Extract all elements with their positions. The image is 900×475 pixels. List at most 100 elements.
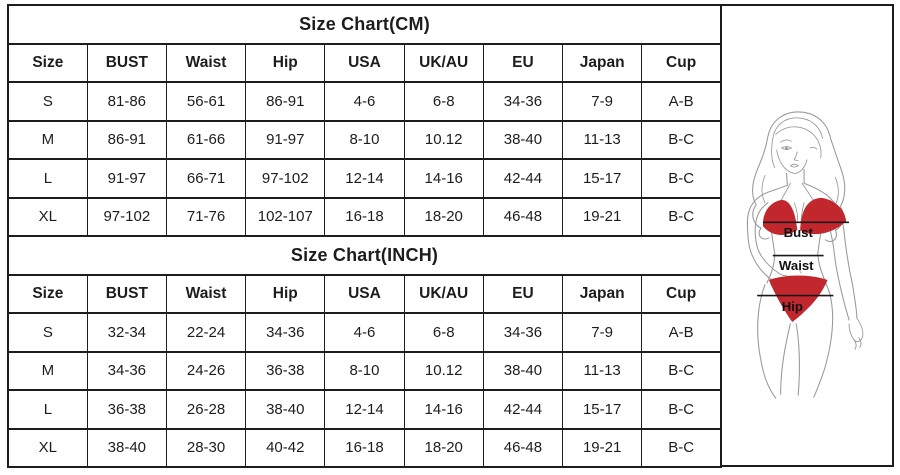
waist-measure: Waist [772, 254, 824, 273]
measurement-cell: 38-40 [482, 350, 564, 391]
measurement-cell: 40-42 [245, 427, 326, 468]
measurement-cell: 97-102 [86, 196, 167, 237]
measurement-cell: 38-40 [245, 389, 326, 430]
measurement-cell: 38-40 [86, 427, 167, 468]
measurement-cell: 42-44 [482, 389, 564, 430]
measurement-cell: 8-10 [324, 119, 405, 160]
column-header: Hip [245, 273, 326, 314]
measurement-cell: 11-13 [562, 350, 643, 391]
table-header-row: Size BUST Waist Hip USA UK/AU EU Japan Cup [7, 42, 722, 83]
size-row: L 91-97 66-71 97-102 12-14 14-16 42-44 15-17 B-C [7, 158, 722, 199]
waist-label: Waist [779, 258, 814, 273]
measurement-cell: 86-91 [245, 81, 326, 122]
measurement-cell: 14-16 [403, 158, 484, 199]
column-header: Hip [245, 42, 326, 83]
table-header-row: Size BUST Waist Hip USA UK/AU EU Japan Cup [7, 273, 722, 314]
measurement-cell: 7-9 [562, 81, 643, 122]
size-label-cell: L [7, 389, 88, 430]
measurement-cell: 19-21 [562, 427, 643, 468]
measurement-cell: 36-38 [245, 350, 326, 391]
measurement-cell: 8-10 [324, 350, 405, 391]
measurement-cell: 22-24 [165, 312, 247, 353]
column-header: Japan [562, 273, 643, 314]
column-header: Cup [641, 273, 722, 314]
measurement-cell: 10.12 [403, 119, 484, 160]
column-header: Waist [165, 273, 247, 314]
measurement-cell: 38-40 [482, 119, 564, 160]
column-header: EU [482, 273, 564, 314]
measurement-cell: B-C [641, 389, 722, 430]
measurement-cell: 86-91 [86, 119, 167, 160]
measurement-cell: 15-17 [562, 389, 643, 430]
size-label-cell: XL [7, 427, 88, 468]
size-tables: Size Chart(CM) Size BUST Waist Hip USA UK/AU EU… [7, 4, 722, 468]
measurement-cell: 71-76 [165, 196, 247, 237]
bust-measure: Bust [763, 221, 850, 240]
woman-measurement-illustration: Bust Waist Hip [746, 111, 864, 399]
measurement-cell: 46-48 [482, 196, 564, 237]
bikini-top [762, 197, 847, 235]
size-table-section: Size Chart(CM) Size BUST Waist Hip USA UK/AU EU… [7, 4, 722, 237]
size-label-cell: S [7, 81, 88, 122]
hair-sketch [752, 111, 846, 243]
measurement-cell: 15-17 [562, 158, 643, 199]
measurement-cell: 34-36 [482, 81, 564, 122]
column-header: UK/AU [403, 42, 484, 83]
column-header: Cup [641, 42, 722, 83]
measurement-cell: 6-8 [403, 81, 484, 122]
size-label-cell: XL [7, 196, 88, 237]
measurement-cell: 11-13 [562, 119, 643, 160]
size-row: L 36-38 26-28 38-40 12-14 14-16 42-44 15-17 B-C [7, 389, 722, 430]
measurement-cell: B-C [641, 427, 722, 468]
measurement-cell: B-C [641, 196, 722, 237]
measurement-cell: 14-16 [403, 389, 484, 430]
column-header: USA [324, 42, 405, 83]
measurement-cell: 12-14 [324, 158, 405, 199]
measurement-cell: 81-86 [86, 81, 167, 122]
measurement-cell: 28-30 [165, 427, 247, 468]
size-label-cell: S [7, 312, 88, 353]
measurement-cell: B-C [641, 119, 722, 160]
size-label-cell: L [7, 158, 88, 199]
measurement-cell: 32-34 [86, 312, 167, 353]
measurement-cell: 4-6 [324, 81, 405, 122]
bust-label: Bust [784, 225, 814, 240]
size-table-section: Size Chart(INCH) Size BUST Waist Hip USA UK/AU… [7, 235, 722, 468]
measurement-cell: A-B [641, 312, 722, 353]
measurement-cell: 4-6 [324, 312, 405, 353]
column-header: Japan [562, 42, 643, 83]
size-label-cell: M [7, 119, 88, 160]
measurement-cell: 34-36 [86, 350, 167, 391]
measurement-cell: 18-20 [403, 427, 484, 468]
measurement-cell: 6-8 [403, 312, 484, 353]
measurement-cell: 66-71 [165, 158, 247, 199]
column-header: UK/AU [403, 273, 484, 314]
column-header: BUST [86, 273, 167, 314]
column-header: Waist [165, 42, 247, 83]
measurement-cell: 18-20 [403, 196, 484, 237]
measurement-cell: 10.12 [403, 350, 484, 391]
table-title: Size Chart(CM) [7, 4, 722, 45]
measurement-cell: B-C [641, 350, 722, 391]
measurement-cell: 36-38 [86, 389, 167, 430]
column-header: BUST [86, 42, 167, 83]
measurement-figure-panel: Bust Waist Hip [720, 4, 894, 467]
measurement-cell: 34-36 [482, 312, 564, 353]
measurement-cell: 24-26 [165, 350, 247, 391]
measurement-cell: 61-66 [165, 119, 247, 160]
measurement-cell: 46-48 [482, 427, 564, 468]
bikini-bottom [768, 275, 828, 322]
measurement-cell: 16-18 [324, 427, 405, 468]
face-sketch [776, 139, 818, 174]
size-label-cell: M [7, 350, 88, 391]
size-row: M 34-36 24-26 36-38 8-10 10.12 38-40 11-13 B-C [7, 350, 722, 391]
measurement-cell: B-C [641, 158, 722, 199]
measurement-cell: 34-36 [245, 312, 326, 353]
size-row: S 32-34 22-24 34-36 4-6 6-8 34-36 7-9 A-B [7, 312, 722, 353]
size-row: S 81-86 56-61 86-91 4-6 6-8 34-36 7-9 A-B [7, 81, 722, 122]
table-title-row: Size Chart(INCH) [7, 235, 722, 276]
measurement-cell: 7-9 [562, 312, 643, 353]
size-row: XL 97-102 71-76 102-107 16-18 18-20 46-48 19-21… [7, 196, 722, 237]
measurement-cell: 26-28 [165, 389, 247, 430]
table-title: Size Chart(INCH) [7, 235, 722, 276]
